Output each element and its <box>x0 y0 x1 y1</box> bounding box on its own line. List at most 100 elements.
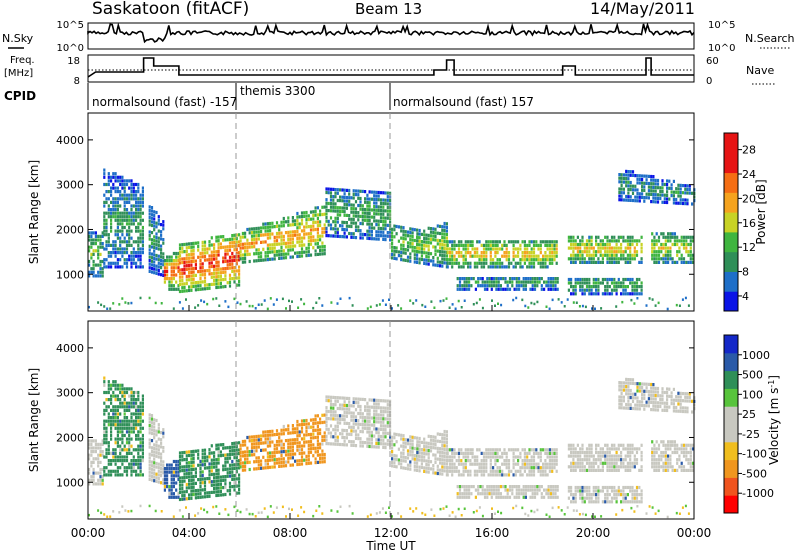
power-cell <box>239 235 242 239</box>
velocity-cell <box>206 459 209 463</box>
velocity-cell <box>103 380 106 384</box>
velocity-cell <box>542 462 545 466</box>
velocity-cell <box>99 453 102 457</box>
velocity-cell <box>334 413 337 418</box>
velocity-cell <box>250 449 254 453</box>
velocity-cell <box>201 473 204 478</box>
velocity-cell <box>436 457 439 461</box>
velocity-cell <box>153 436 156 440</box>
power-cell <box>137 251 140 255</box>
power-cell <box>386 223 389 227</box>
power-cell <box>148 237 151 241</box>
velocity-cell <box>284 464 288 468</box>
power-cell <box>181 275 184 279</box>
velocity-cell <box>357 401 360 405</box>
velocity-cell <box>269 444 272 448</box>
power-cell <box>137 200 140 204</box>
velocity-cell <box>181 454 184 458</box>
power-cell <box>116 233 119 237</box>
power-cell <box>316 227 319 231</box>
power-cell <box>114 172 117 176</box>
velocity-cell <box>253 438 256 442</box>
velocity-cell <box>446 451 449 455</box>
velocity-cell <box>280 428 283 432</box>
velocity-cell <box>382 424 385 428</box>
velocity-cell <box>135 405 138 409</box>
velocity-cell <box>366 437 369 441</box>
velocity-cell <box>532 466 536 470</box>
power-cell <box>121 179 124 183</box>
power-cell <box>210 243 213 247</box>
velocity-cell <box>233 488 236 492</box>
power-cell <box>266 222 269 226</box>
power-cell <box>379 209 383 213</box>
power-cell <box>298 236 301 240</box>
power-cell <box>636 177 639 181</box>
power-cell <box>685 250 688 254</box>
power-cell <box>132 211 135 215</box>
velocity-cell <box>455 451 458 455</box>
velocity-cell <box>235 491 238 495</box>
power-cell <box>294 219 297 223</box>
colorbar-tick-label: 4 <box>742 290 749 303</box>
power-cell <box>404 230 407 234</box>
velocity-cell <box>307 422 310 426</box>
power-cell <box>172 266 175 270</box>
power-cell <box>157 229 160 233</box>
power-cell <box>670 190 673 194</box>
velocity-cell <box>544 459 547 463</box>
power-cell <box>627 180 630 184</box>
velocity-cell <box>141 441 144 445</box>
power-cell <box>456 277 459 281</box>
power-cell <box>549 277 552 281</box>
velocity-cell <box>119 426 122 430</box>
velocity-cell <box>359 422 362 426</box>
velocity-cell <box>194 471 197 475</box>
power-cell <box>137 197 140 201</box>
velocity-cell <box>231 442 234 446</box>
power-cell <box>634 199 637 203</box>
power-cell <box>635 253 639 257</box>
power-cell <box>622 285 625 289</box>
power-cell <box>442 299 445 302</box>
velocity-cell <box>213 476 216 480</box>
power-cell <box>425 240 428 244</box>
velocity-cell <box>177 470 180 474</box>
power-cell <box>213 279 216 283</box>
power-cell <box>235 262 238 266</box>
power-cell <box>576 235 579 239</box>
velocity-cell <box>238 441 241 445</box>
velocity-cell <box>228 453 232 457</box>
power-cell <box>278 235 281 239</box>
power-cell <box>406 241 410 245</box>
power-cell <box>684 198 687 202</box>
velocity-cell <box>217 490 220 494</box>
power-cell <box>155 232 158 236</box>
velocity-cell <box>183 493 186 498</box>
velocity-cell <box>105 451 108 455</box>
velocity-cell <box>300 430 304 434</box>
power-cell <box>610 277 614 282</box>
velocity-cell <box>462 455 465 459</box>
power-cell <box>197 241 200 245</box>
power-cell <box>103 265 106 269</box>
velocity-cell <box>366 416 369 420</box>
velocity-cell <box>235 466 238 470</box>
power-cell <box>125 265 129 269</box>
power-cell <box>393 253 396 257</box>
power-cell <box>624 288 627 292</box>
power-cell <box>655 250 658 254</box>
velocity-cell <box>314 435 317 440</box>
power-cell <box>531 277 534 281</box>
power-cell <box>210 261 213 265</box>
power-cell <box>135 229 138 233</box>
velocity-cell <box>282 460 285 464</box>
velocity-cell <box>119 451 122 455</box>
velocity-cell <box>190 496 193 500</box>
velocity-cell <box>427 459 430 463</box>
power-cell <box>527 306 530 309</box>
power-cell <box>319 213 322 217</box>
power-cell <box>526 258 529 262</box>
power-cell <box>348 296 351 300</box>
velocity-cell <box>402 441 405 445</box>
